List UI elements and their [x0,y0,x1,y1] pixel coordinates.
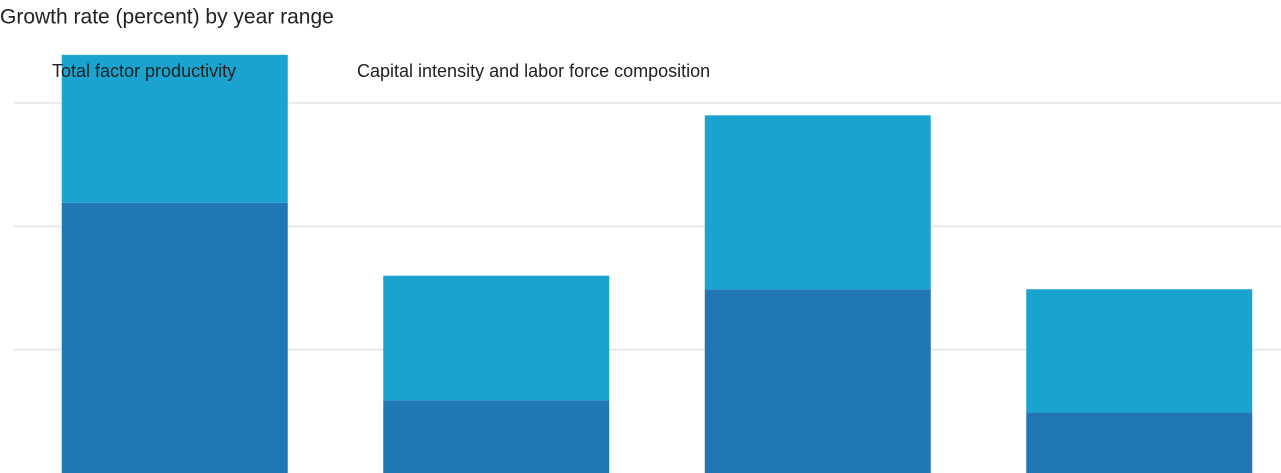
bar-segment [61,202,288,473]
legend-label: Capital intensity and labor force compos… [357,61,710,81]
bar-segment [1026,289,1253,413]
bar-segment [61,54,288,203]
bar-segment [383,400,610,473]
legend-label: Total factor productivity [52,61,236,81]
bar-segment [704,289,931,473]
chart-title: Growth rate (percent) by year range [0,6,334,29]
bar-segment [1026,412,1253,473]
bar-segment [704,115,931,290]
bar-segment [383,275,610,401]
